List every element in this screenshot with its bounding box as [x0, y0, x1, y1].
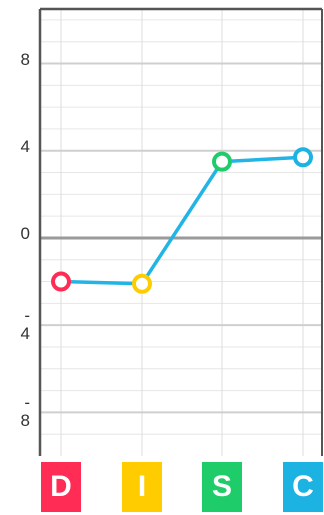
category-label-i: I [122, 462, 162, 512]
y-tick-label: 0 [20, 223, 30, 243]
data-point-d [51, 271, 71, 292]
data-point-c [293, 147, 313, 168]
data-point-s [212, 151, 232, 172]
category-label-d: D [41, 462, 81, 512]
y-tick-label: -4 [20, 306, 30, 344]
y-tick-label: -8 [20, 393, 30, 431]
category-label-s: S [202, 462, 242, 512]
category-label-c: C [283, 462, 323, 512]
y-tick-label: 4 [20, 136, 30, 156]
series-line [60, 155, 304, 286]
data-point-i [132, 273, 152, 294]
y-tick-label: 8 [20, 49, 30, 69]
